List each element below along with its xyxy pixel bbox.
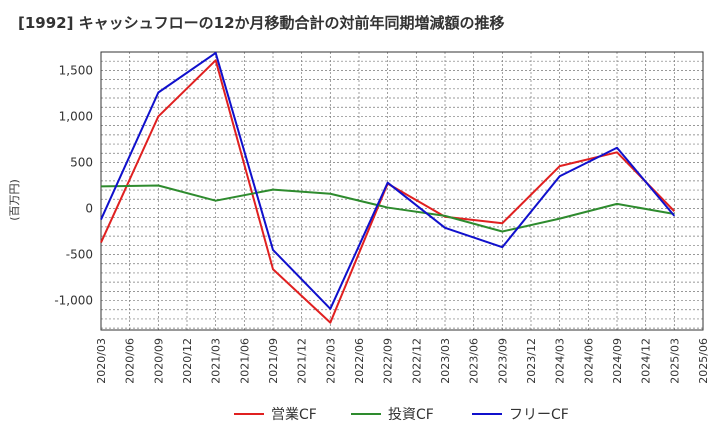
x-tick-label: 2022/09	[382, 338, 395, 384]
x-tick-label: 2023/06	[468, 338, 481, 384]
y-tick-label: 1,000	[59, 109, 93, 123]
x-tick-label: 2023/03	[439, 338, 452, 384]
x-tick-label: 2022/12	[410, 338, 423, 384]
legend-label: 投資CF	[388, 407, 434, 423]
y-axis-label: (百万円)	[8, 179, 21, 221]
x-tick-label: 2024/12	[640, 338, 653, 384]
x-tick-label: 2022/03	[324, 338, 337, 384]
legend-label: 営業CF	[271, 407, 317, 423]
axis-layer: -1,000 -500 0 500 1,000 1,500 2020/03 2020/06 20…	[54, 51, 710, 384]
y-tick-label: 1,500	[59, 63, 93, 77]
x-tick-label: 2021/12	[296, 338, 309, 384]
x-tick-label: 2025/03	[668, 338, 681, 384]
y-tick-label: 500	[70, 155, 93, 169]
x-tick-label: 2021/03	[210, 338, 223, 384]
x-tick-label: 2021/09	[267, 338, 280, 384]
y-tick-label: -1,000	[54, 294, 93, 308]
series-layer	[100, 51, 676, 324]
x-tick-label: 2021/06	[238, 338, 251, 384]
y-tick-label: -500	[66, 248, 93, 262]
x-tick-label: 2020/09	[152, 338, 165, 384]
x-tick-label: 2022/06	[353, 338, 366, 384]
legend: 営業CF 投資CF フリーCF	[234, 407, 569, 423]
series-line-3	[100, 51, 676, 310]
x-tick-label: 2023/09	[496, 338, 509, 384]
y-tick-label: 0	[85, 201, 93, 215]
chart-title: [1992] キャッシュフローの12か月移動合計の対前年同期増減額の推移	[18, 14, 505, 32]
series-line-2	[100, 184, 675, 233]
x-tick-label: 2024/06	[582, 338, 595, 384]
x-tick-label: 2025/06	[697, 338, 710, 384]
x-tick-label: 2020/06	[124, 338, 137, 384]
legend-label: フリーCF	[509, 407, 569, 423]
x-tick-label: 2020/03	[95, 338, 108, 384]
x-tick-label: 2023/12	[525, 338, 538, 384]
x-tick-label: 2020/12	[181, 338, 194, 384]
plot-border	[100, 51, 704, 331]
x-tick-label: 2024/09	[611, 338, 624, 384]
x-tick-label: 2024/03	[554, 338, 567, 384]
